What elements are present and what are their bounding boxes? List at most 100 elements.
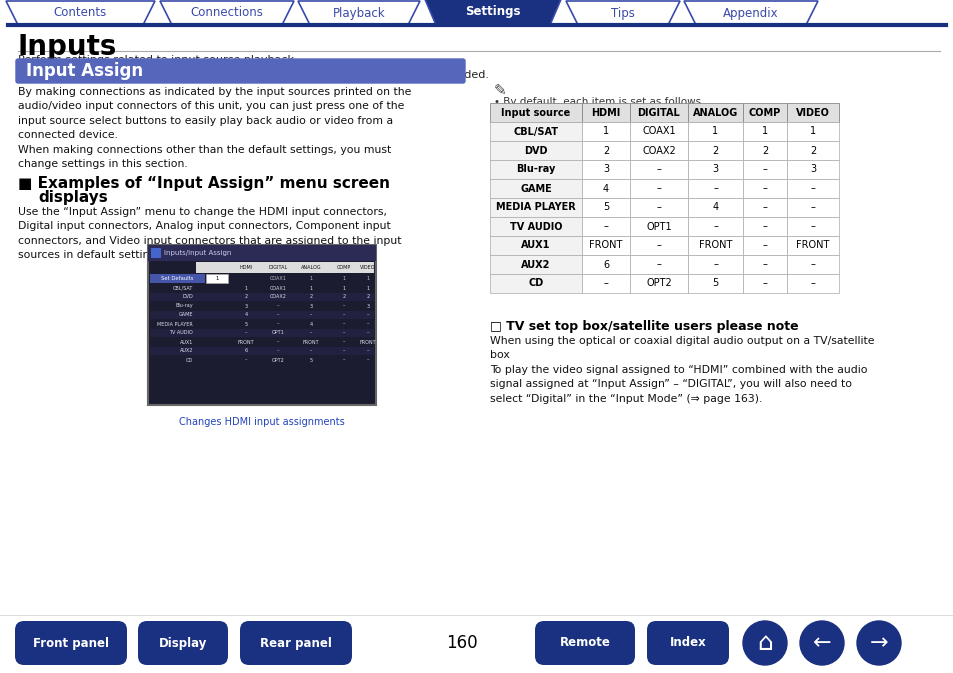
Text: CBL/SAT: CBL/SAT bbox=[513, 127, 558, 137]
Text: FRONT: FRONT bbox=[302, 339, 319, 345]
Text: TV AUDIO: TV AUDIO bbox=[169, 330, 193, 336]
FancyBboxPatch shape bbox=[138, 621, 228, 665]
Text: –: – bbox=[810, 221, 815, 232]
Text: 5: 5 bbox=[244, 322, 247, 326]
Text: –: – bbox=[761, 184, 766, 194]
Text: –: – bbox=[310, 330, 312, 336]
Text: –: – bbox=[245, 330, 247, 336]
Text: 3: 3 bbox=[602, 164, 608, 174]
Text: 2: 2 bbox=[809, 145, 815, 155]
Text: Use the “Input Assign” menu to change the HDMI input connectors,
Digital input c: Use the “Input Assign” menu to change th… bbox=[18, 207, 401, 260]
Text: –: – bbox=[656, 260, 660, 269]
Bar bbox=[629, 160, 687, 179]
Text: GAME: GAME bbox=[519, 184, 551, 194]
Text: –: – bbox=[276, 304, 279, 308]
Bar bbox=[490, 198, 581, 217]
Text: Inputs/Input Assign: Inputs/Input Assign bbox=[164, 250, 232, 256]
Text: –: – bbox=[366, 330, 369, 336]
Text: 1: 1 bbox=[244, 285, 247, 291]
Text: –: – bbox=[342, 349, 345, 353]
Bar bbox=[490, 179, 581, 198]
Text: 2: 2 bbox=[342, 295, 345, 299]
Polygon shape bbox=[683, 1, 817, 25]
Text: FRONT: FRONT bbox=[589, 240, 622, 250]
Polygon shape bbox=[297, 1, 419, 25]
Text: 2: 2 bbox=[602, 145, 608, 155]
Bar bbox=[629, 103, 687, 122]
Text: –: – bbox=[310, 312, 312, 318]
Text: –: – bbox=[761, 164, 766, 174]
Text: Inputs: Inputs bbox=[18, 33, 117, 61]
Bar bbox=[629, 274, 687, 293]
Text: COAX1: COAX1 bbox=[270, 276, 286, 281]
Text: DIGITAL: DIGITAL bbox=[637, 108, 679, 118]
Text: –: – bbox=[245, 357, 247, 363]
Text: –: – bbox=[342, 357, 345, 363]
Bar bbox=[786, 103, 838, 122]
Text: AUX2: AUX2 bbox=[520, 260, 550, 269]
Text: Input Assign: Input Assign bbox=[26, 62, 143, 80]
Text: 2: 2 bbox=[244, 295, 247, 299]
Text: Front panel: Front panel bbox=[33, 637, 109, 649]
Bar bbox=[687, 255, 742, 274]
Bar bbox=[742, 103, 786, 122]
Text: 3: 3 bbox=[809, 164, 815, 174]
Text: –: – bbox=[366, 357, 369, 363]
Text: 2: 2 bbox=[366, 295, 369, 299]
Text: 1: 1 bbox=[366, 285, 369, 291]
Text: –: – bbox=[342, 339, 345, 345]
Bar bbox=[490, 141, 581, 160]
Bar bbox=[629, 217, 687, 236]
Text: COAX2: COAX2 bbox=[641, 145, 675, 155]
Text: –: – bbox=[342, 322, 345, 326]
Text: Remote: Remote bbox=[559, 637, 610, 649]
Text: –: – bbox=[761, 203, 766, 213]
Bar bbox=[150, 320, 374, 328]
Bar bbox=[150, 284, 374, 292]
Text: Blu-ray: Blu-ray bbox=[175, 304, 193, 308]
Text: OPT2: OPT2 bbox=[645, 279, 671, 289]
Text: DVD: DVD bbox=[182, 295, 193, 299]
Bar bbox=[742, 274, 786, 293]
Text: Input source: Input source bbox=[501, 108, 570, 118]
Text: Contents: Contents bbox=[53, 7, 107, 20]
Bar bbox=[786, 255, 838, 274]
Text: 4: 4 bbox=[244, 312, 247, 318]
Text: –: – bbox=[761, 221, 766, 232]
Bar bbox=[687, 179, 742, 198]
Bar bbox=[742, 236, 786, 255]
Text: –: – bbox=[276, 322, 279, 326]
Text: –: – bbox=[656, 184, 660, 194]
Text: –: – bbox=[810, 203, 815, 213]
Bar bbox=[581, 141, 629, 160]
Text: Rear panel: Rear panel bbox=[260, 637, 332, 649]
Text: 3: 3 bbox=[712, 164, 718, 174]
Text: ⌂: ⌂ bbox=[757, 631, 772, 655]
Text: GAME: GAME bbox=[178, 312, 193, 318]
Text: –: – bbox=[276, 339, 279, 345]
Text: Playback: Playback bbox=[333, 7, 385, 20]
Text: 4: 4 bbox=[309, 322, 313, 326]
Text: CD: CD bbox=[528, 279, 543, 289]
Text: –: – bbox=[342, 304, 345, 308]
Text: –: – bbox=[810, 184, 815, 194]
Bar bbox=[581, 103, 629, 122]
Bar bbox=[490, 217, 581, 236]
Bar bbox=[148, 245, 375, 405]
Text: 6: 6 bbox=[244, 349, 247, 353]
Bar bbox=[581, 160, 629, 179]
Text: 5: 5 bbox=[712, 279, 718, 289]
Text: COAX2: COAX2 bbox=[270, 295, 286, 299]
Text: Set Defaults: Set Defaults bbox=[161, 276, 193, 281]
Bar bbox=[742, 255, 786, 274]
Bar bbox=[151, 248, 161, 258]
Text: Changes HDMI input assignments: Changes HDMI input assignments bbox=[179, 417, 345, 427]
Text: –: – bbox=[342, 330, 345, 336]
Text: –: – bbox=[310, 349, 312, 353]
Text: –: – bbox=[342, 312, 345, 318]
Text: FRONT: FRONT bbox=[699, 240, 731, 250]
Bar bbox=[629, 255, 687, 274]
Bar bbox=[581, 198, 629, 217]
Text: 2: 2 bbox=[712, 145, 718, 155]
Text: Display: Display bbox=[158, 637, 207, 649]
